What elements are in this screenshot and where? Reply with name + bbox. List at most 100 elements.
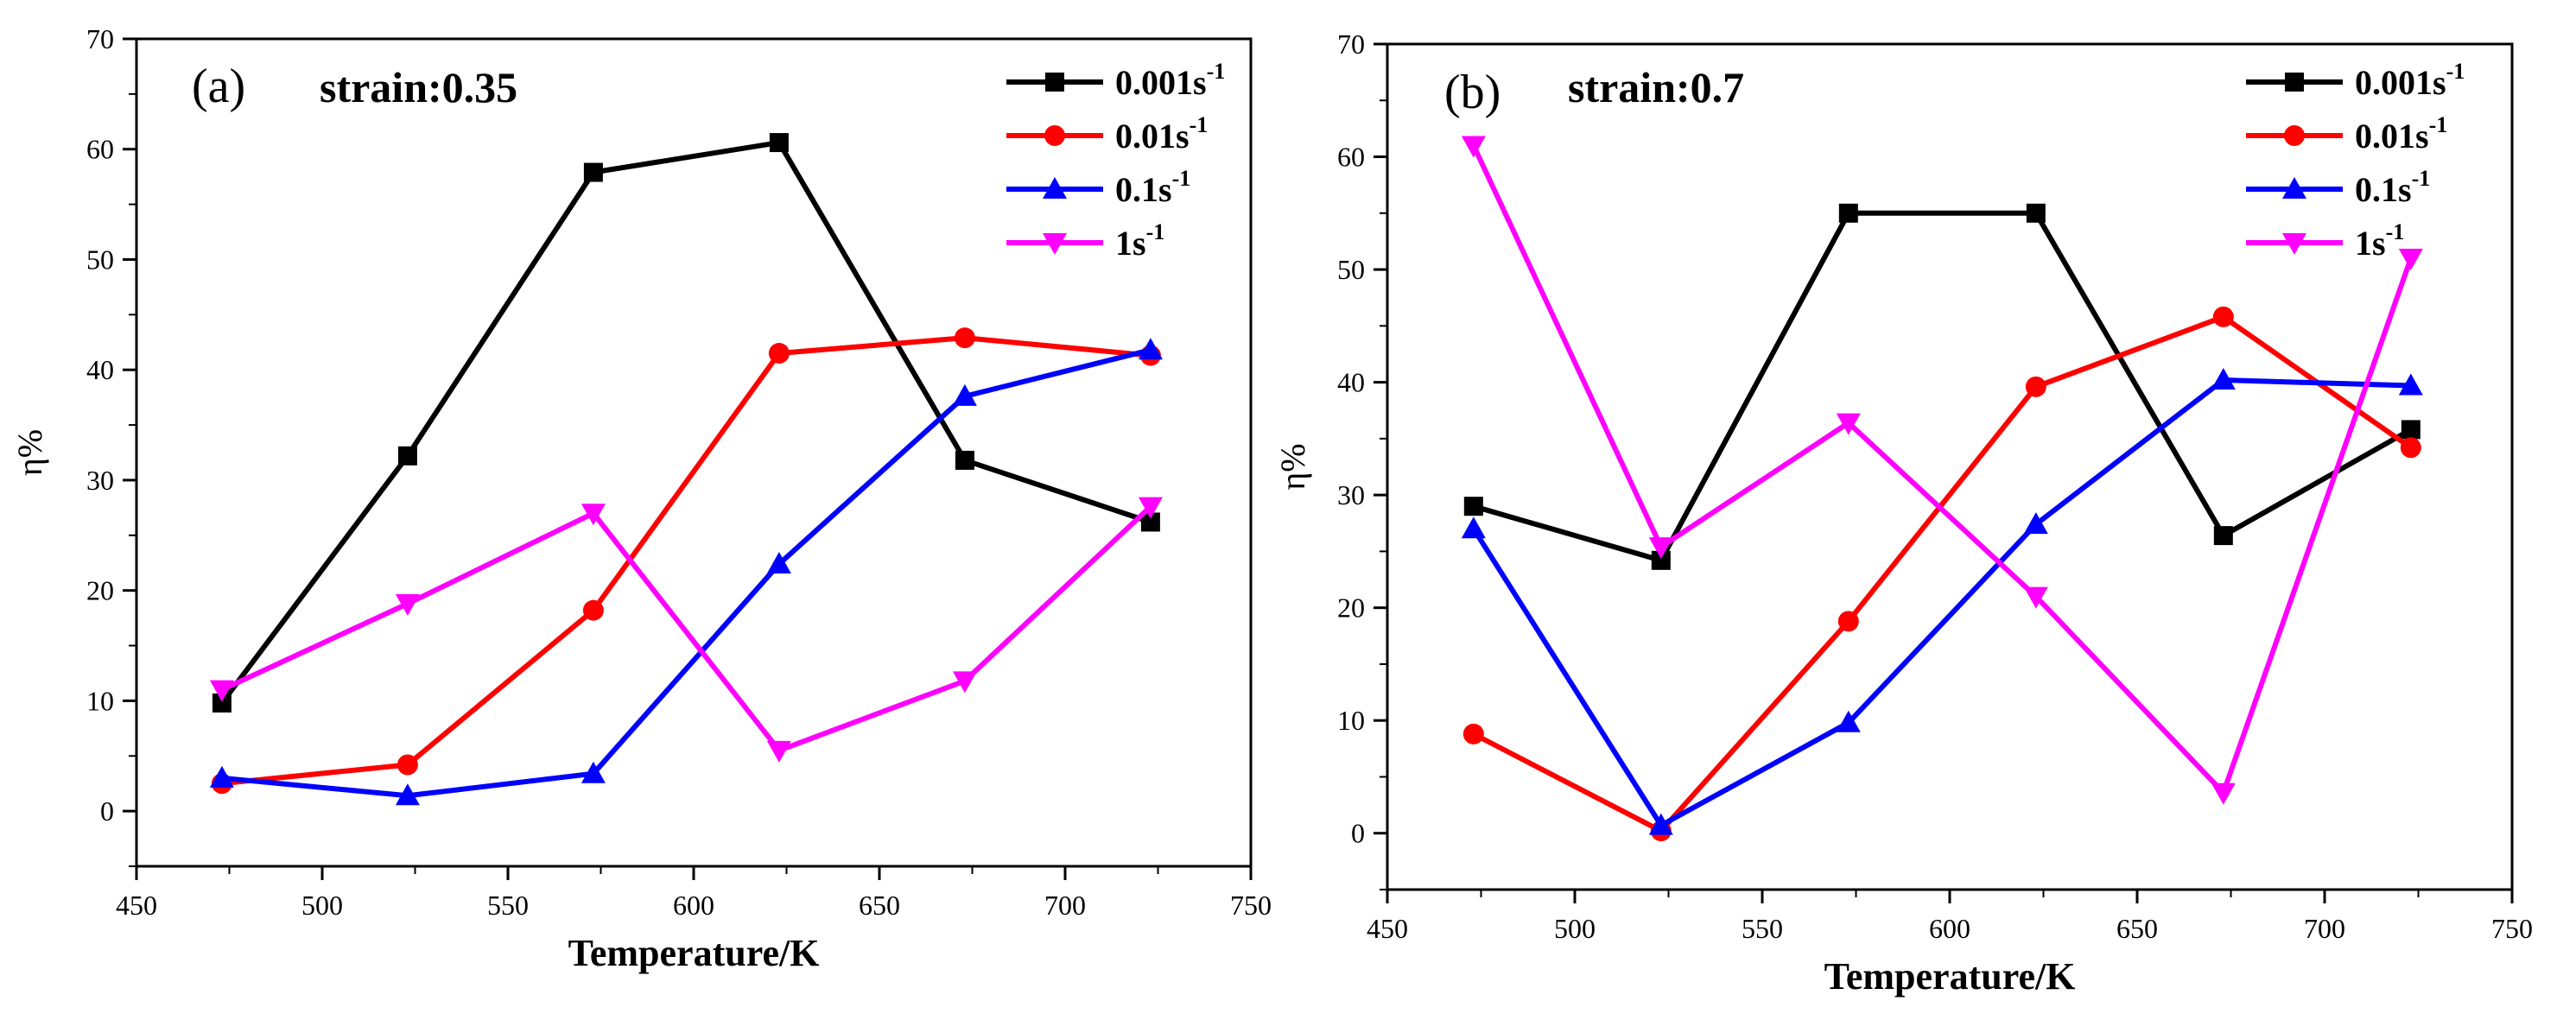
y-tick-label: 60 [86,134,114,165]
panel-label: (b) [1444,66,1501,119]
data-point [395,593,420,616]
series-0.01 [1462,306,2421,842]
x-axis-title: Temperature/K [1824,955,2076,998]
y-axis-title: η% [1273,443,1312,490]
legend-entry: 0.01s-1 [1115,112,1208,155]
data-point [1836,413,1861,435]
data-point [2400,437,2421,459]
series-line [219,139,1152,705]
x-tick-label: 450 [116,890,157,921]
data-point [212,693,232,713]
legend-entry: 0.1s-1 [1115,166,1190,209]
data-point [1648,813,1673,835]
data-point [1838,203,1858,223]
series-line [221,347,1152,799]
data-point [1648,537,1673,560]
data-point [583,162,603,182]
data-point [952,671,977,694]
y-tick-label: 40 [86,354,114,385]
data-point [581,504,606,526]
legend-marker [1043,177,1067,199]
data-point [2212,306,2234,327]
x-tick-label: 600 [673,890,714,921]
legend-marker [2282,177,2306,199]
data-point [397,446,417,466]
legend-entry: 0.1s-1 [2355,166,2430,209]
y-tick-label: 10 [1337,705,1365,736]
x-axis-title: Temperature/K [568,932,820,974]
data-point [768,343,790,364]
x-tick-label: 750 [2491,913,2533,944]
legend-entry: 1s-1 [2355,219,2404,263]
data-point [397,754,418,776]
legend-entry: 0.001s-1 [2355,59,2465,102]
data-point [766,552,791,574]
data-point [209,765,234,788]
strain-annotation: strain:0.35 [320,63,517,111]
y-tick-label: 30 [86,465,114,496]
data-point [2211,782,2236,805]
x-tick-label: 650 [859,890,900,921]
series-line [1471,377,2411,829]
series-0.01 [211,327,1161,795]
data-point [2025,376,2046,397]
legend-marker [2284,125,2305,146]
x-tick-label: 700 [1044,890,1086,921]
y-tick-label: 60 [1337,142,1365,173]
data-point [1836,710,1861,732]
data-point [1138,497,1163,519]
x-tick-label: 550 [487,890,529,921]
series-0.001 [1463,203,2421,570]
data-point [1651,550,1671,570]
panel-label: (a) [192,60,245,113]
y-tick-label: 50 [1337,254,1365,285]
legend-entry: 0.01s-1 [2355,112,2447,155]
x-tick-label: 450 [1367,913,1408,944]
y-tick-label: 20 [1337,592,1365,624]
x-tick-label: 650 [2116,913,2158,944]
y-tick-label: 0 [1351,818,1365,849]
data-point [1461,136,1486,158]
data-point [769,133,789,153]
data-point [2023,586,2048,609]
data-point [395,783,420,806]
y-tick-label: 70 [86,23,114,54]
legend-marker [2285,73,2304,92]
y-tick-label: 0 [100,795,114,827]
data-point [1461,516,1486,539]
legend-entry: 0.001s-1 [1115,59,1225,102]
y-tick-label: 50 [86,244,114,275]
y-tick-label: 70 [1337,29,1365,60]
legend: 0.001s-1 0.01s-1 0.1s-1 1s-1 [1006,59,1225,263]
y-tick-label: 40 [1337,367,1365,398]
data-point [955,450,974,470]
series-1 [209,497,1163,763]
legend-entry: 1s-1 [1115,219,1164,263]
series-0.1 [209,338,1163,806]
series-0.001 [212,133,1160,713]
x-tick-label: 500 [1554,913,1596,944]
x-tick-label: 700 [2304,913,2345,944]
series-line [1472,210,2413,564]
series-line [221,335,1152,787]
data-point [954,327,975,349]
data-point [952,383,977,406]
data-point [1462,723,1484,744]
y-tick-label: 10 [86,685,114,716]
x-tick-label: 550 [1742,913,1783,944]
data-point [1837,611,1859,632]
data-point [2398,373,2423,396]
plot-frame [135,37,1253,868]
data-point [2023,512,2048,535]
legend: 0.001s-1 0.01s-1 0.1s-1 1s-1 [2246,59,2465,263]
series-line [220,504,1152,754]
data-point [1140,512,1160,532]
data-point [209,680,234,702]
series-0.1 [1461,367,2423,835]
x-tick-label: 500 [301,890,343,921]
data-point [2398,249,2423,271]
legend-marker [1043,233,1067,255]
x-tick-label: 600 [1929,913,1970,944]
legend-marker [1044,125,1065,146]
